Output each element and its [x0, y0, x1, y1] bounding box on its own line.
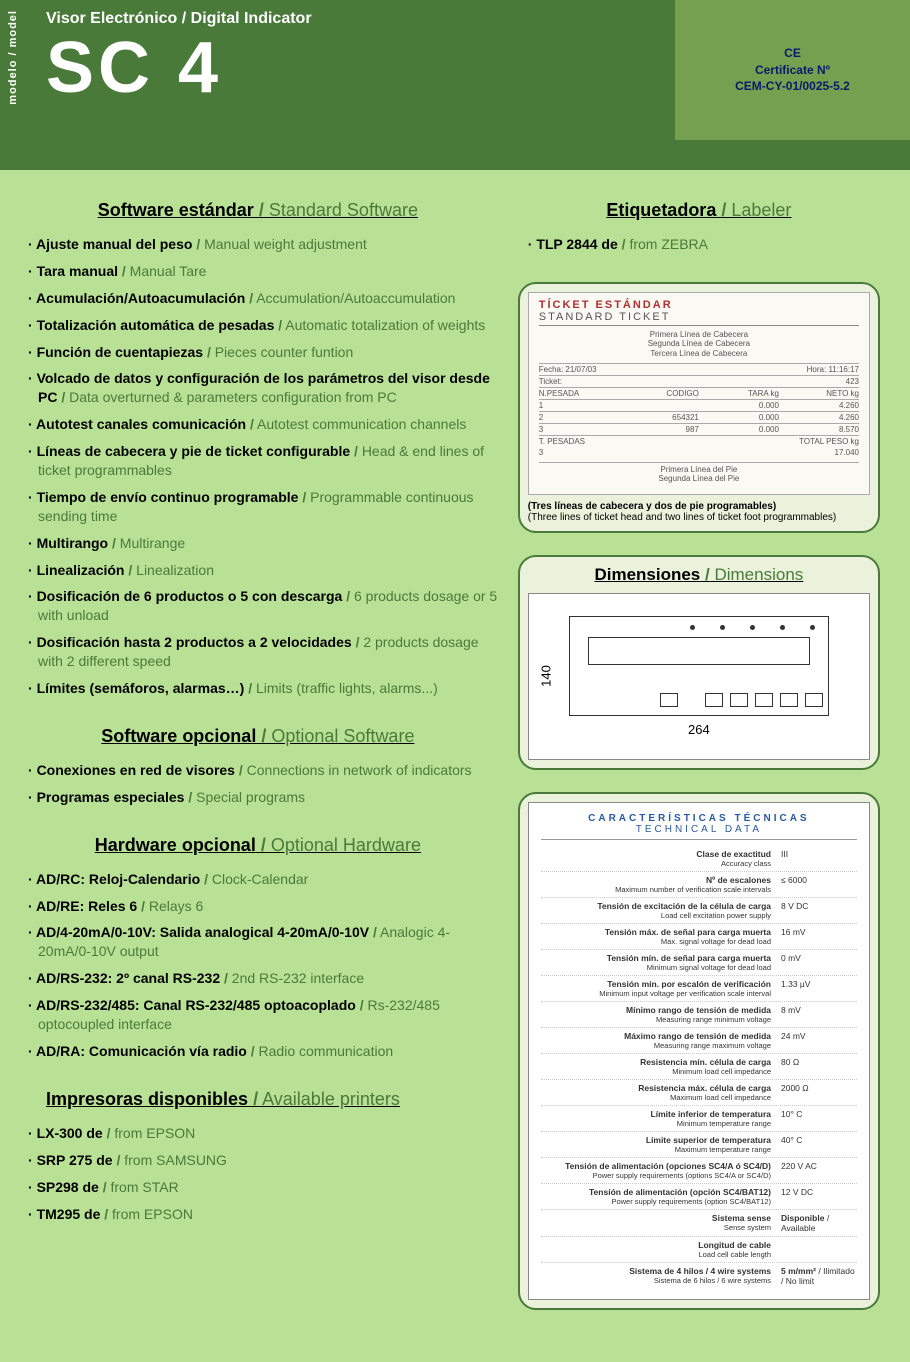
ticket-note-es: (Tres líneas de cabecera y dos de pie pr…	[528, 501, 870, 512]
spec-row: Tensión de alimentación (opción SC4/BAT1…	[541, 1184, 857, 1210]
list-software-opt: Conexiones en red de visores / Connectio…	[18, 761, 498, 807]
list-item: Acumulación/Autoacumulación / Accumulati…	[28, 289, 498, 308]
list-item: AD/RC: Reloj-Calendario / Clock-Calendar	[28, 870, 498, 889]
list-item: Multirango / Multirange	[28, 534, 498, 553]
list-item: Linealización / Linealization	[28, 561, 498, 580]
ticket-note-en: (Three lines of ticket head and two line…	[528, 512, 870, 523]
list-item: Totalización automática de pesadas / Aut…	[28, 316, 498, 335]
list-printers: LX-300 de / from EPSON SRP 275 de / from …	[18, 1124, 498, 1224]
list-item: AD/RS-232: 2º canal RS-232 / 2nd RS-232 …	[28, 969, 498, 988]
cert-line3: CEM-CY-01/0025-5.2	[735, 78, 850, 95]
spec-row: Resistencia máx. célula de cargaMaximum …	[541, 1080, 857, 1106]
cert-line1: CE	[784, 45, 801, 62]
ticket-head-lines: Primera Línea de CabeceraSegunda Línea d…	[539, 330, 859, 359]
section-software-opt: Software opcional / Optional Software	[18, 726, 498, 747]
ticket-panel: TÍCKET ESTÁNDAR STANDARD TICKET Primera …	[518, 282, 880, 533]
spec-row: Resistencia mín. célula de cargaMinimum …	[541, 1054, 857, 1080]
content: Software estándar / Standard Software Aj…	[0, 170, 910, 1362]
dimensions-panel: Dimensiones / Dimensions 140 264	[518, 555, 880, 770]
header-main: Visor Electrónico / Digital Indicator SC…	[26, 0, 910, 170]
dim-width: 264	[551, 722, 847, 737]
spec-row: Mínimo rango de tensión de medidaMeasuri…	[541, 1002, 857, 1028]
list-item: AD/RS-232/485: Canal RS-232/485 optoacop…	[28, 996, 498, 1034]
list-item: AD/4-20mA/0-10V: Salida analogical 4-20m…	[28, 923, 498, 961]
ticket-hdr-en: STANDARD TICKET	[539, 311, 859, 326]
model-label-text: modelo / model	[7, 10, 19, 105]
list-labeler: TLP 2844 de / from ZEBRA	[518, 235, 880, 254]
list-item: Dosificación hasta 2 productos a 2 veloc…	[28, 633, 498, 671]
list-item: Dosificación de 6 productos o 5 con desc…	[28, 587, 498, 625]
cert-badge: CE Certificate Nº CEM-CY-01/0025-5.2	[675, 0, 910, 140]
list-item: Límites (semáforos, alarmas…) / Limits (…	[28, 679, 498, 698]
list-item: Conexiones en red de visores / Connectio…	[28, 761, 498, 780]
list-item: Tiempo de envío continuo programable / P…	[28, 488, 498, 526]
col-left: Software estándar / Standard Software Aj…	[18, 200, 498, 1332]
spec-row: Nº de escalonesMaximum number of verific…	[541, 872, 857, 898]
list-item: TM295 de / from EPSON	[28, 1205, 498, 1224]
model-label: modelo / model	[0, 0, 26, 170]
specs-panel: CARACTERÍSTICAS TÉCNICAS TECHNICAL DATA …	[518, 792, 880, 1310]
spec-row: Sistema de 4 hilos / 4 wire systemsSiste…	[541, 1263, 857, 1289]
list-item: Ajuste manual del peso / Manual weight a…	[28, 235, 498, 254]
spec-row: Máximo rango de tensión de medidaMeasuri…	[541, 1028, 857, 1054]
spec-row: Tensión de excitación de la célula de ca…	[541, 898, 857, 924]
col-right: Etiquetadora / Labeler TLP 2844 de / fro…	[518, 200, 880, 1332]
section-software-std: Software estándar / Standard Software	[18, 200, 498, 221]
ticket-foot-lines: Primera Línea del PieSegunda Línea del P…	[539, 462, 859, 484]
spec-row: Tensión de alimentación (opciones SC4/A …	[541, 1158, 857, 1184]
dimensions-title: Dimensiones / Dimensions	[528, 565, 870, 585]
list-item: Función de cuentapiezas / Pieces counter…	[28, 343, 498, 362]
list-item: SP298 de / from STAR	[28, 1178, 498, 1197]
spec-row: Clase de exactitudAccuracy classIII	[541, 846, 857, 872]
list-software-std: Ajuste manual del peso / Manual weight a…	[18, 235, 498, 698]
section-labeler: Etiquetadora / Labeler	[518, 200, 880, 221]
list-item: TLP 2844 de / from ZEBRA	[528, 235, 880, 254]
list-hardware-opt: AD/RC: Reloj-Calendario / Clock-Calendar…	[18, 870, 498, 1061]
header: modelo / model Visor Electrónico / Digit…	[0, 0, 910, 170]
specs-table: CARACTERÍSTICAS TÉCNICAS TECHNICAL DATA …	[528, 802, 870, 1300]
list-item: AD/RA: Comunicación vía radio / Radio co…	[28, 1042, 498, 1061]
specs-hdr-es: CARACTERÍSTICAS TÉCNICAS	[541, 813, 857, 824]
spec-row: Límite inferior de temperaturaMinimum te…	[541, 1106, 857, 1132]
list-item: Autotest canales comunicación / Autotest…	[28, 415, 498, 434]
dim-height: 140	[538, 666, 553, 688]
list-item: Programas especiales / Special programs	[28, 788, 498, 807]
section-printers: Impresoras disponibles / Available print…	[18, 1089, 498, 1110]
spec-row: Tensión mín. de señal para carga muertaM…	[541, 950, 857, 976]
list-item: AD/RE: Reles 6 / Relays 6	[28, 897, 498, 916]
spec-row: Límite superior de temperaturaMaximum te…	[541, 1132, 857, 1158]
ticket-sample: TÍCKET ESTÁNDAR STANDARD TICKET Primera …	[528, 292, 870, 495]
spec-row: Longitud de cableLoad cell cable length	[541, 1237, 857, 1263]
list-item: Tara manual / Manual Tare	[28, 262, 498, 281]
section-hardware-opt: Hardware opcional / Optional Hardware	[18, 835, 498, 856]
spec-row: Sistema senseSense systemDisponible / Av…	[541, 1210, 857, 1237]
list-item: SRP 275 de / from SAMSUNG	[28, 1151, 498, 1170]
spec-row: Tensión mín. por escalón de verificación…	[541, 976, 857, 1002]
list-item: Líneas de cabecera y pie de ticket confi…	[28, 442, 498, 480]
list-item: Volcado de datos y configuración de los …	[28, 369, 498, 407]
specs-hdr-en: TECHNICAL DATA	[541, 824, 857, 840]
ticket-hdr-es: TÍCKET ESTÁNDAR	[539, 299, 859, 311]
spec-row: Tensión máx. de señal para carga muertaM…	[541, 924, 857, 950]
device-outline	[569, 616, 829, 716]
list-item: LX-300 de / from EPSON	[28, 1124, 498, 1143]
dimensions-drawing: 140 264	[528, 593, 870, 760]
cert-line2: Certificate Nº	[755, 62, 830, 79]
